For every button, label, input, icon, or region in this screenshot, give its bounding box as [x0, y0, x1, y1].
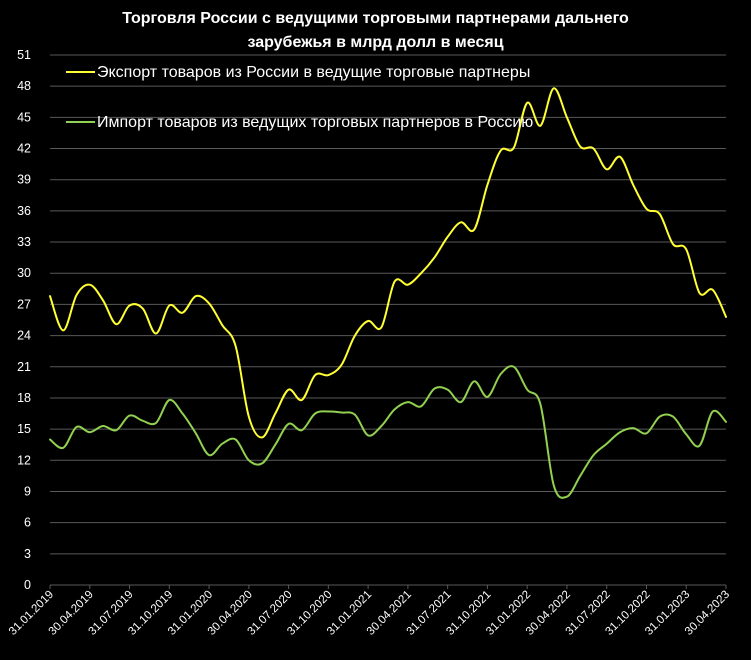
y-tick-label: 39 — [17, 173, 31, 187]
chart-title-line2: зарубежья в млрд долл в месяц — [247, 34, 504, 51]
y-tick-label: 48 — [17, 79, 31, 93]
y-tick-label: 12 — [17, 453, 31, 467]
y-tick-label: 15 — [17, 422, 31, 436]
y-tick-label: 18 — [17, 391, 31, 405]
series-line-import — [49, 365, 727, 499]
y-tick-label: 30 — [17, 266, 31, 280]
grid-lines — [50, 54, 726, 586]
y-tick-label: 6 — [24, 516, 31, 530]
y-tick-label: 9 — [24, 484, 31, 498]
axes: 0369121518212427303336394245485131.01.20… — [7, 48, 732, 638]
y-tick-label: 24 — [17, 329, 31, 343]
y-tick-label: 45 — [17, 110, 31, 124]
y-tick-label: 0 — [24, 578, 31, 592]
y-tick-label: 33 — [17, 235, 31, 249]
y-tick-label: 3 — [24, 547, 31, 561]
y-tick-label: 42 — [17, 142, 31, 156]
series-line-export — [49, 87, 727, 439]
y-tick-label: 27 — [17, 297, 31, 311]
legend-label: Экспорт товаров из России в ведущие торг… — [97, 64, 530, 81]
legend-label: Импорт товаров из ведущих торговых партн… — [97, 114, 533, 131]
series-lines — [49, 87, 727, 499]
y-tick-label: 51 — [17, 48, 31, 62]
y-tick-label: 36 — [17, 204, 31, 218]
legend: Экспорт товаров из России в ведущие торг… — [66, 64, 533, 131]
chart-title-line1: Торговля России с ведущими торговыми пар… — [122, 10, 629, 27]
y-tick-label: 21 — [17, 360, 31, 374]
